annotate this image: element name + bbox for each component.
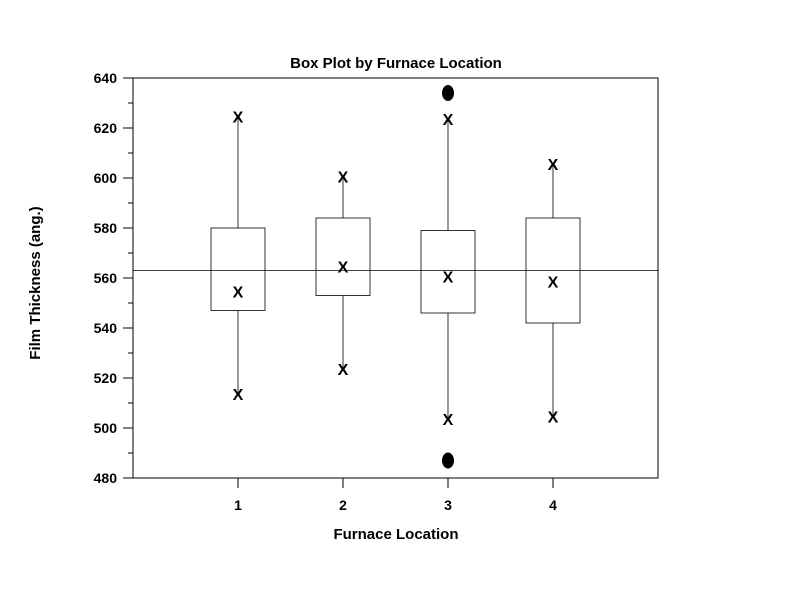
box-iqr: [420, 230, 476, 314]
x-tick-label: 1: [234, 497, 242, 513]
max-marker: X: [548, 157, 559, 174]
median-marker: X: [233, 285, 244, 302]
y-tick-label: 640: [94, 70, 118, 86]
y-axis: 480 500 520 540 560 580 600 620 640: [94, 70, 133, 486]
median-marker: X: [548, 275, 559, 292]
box-iqr: [315, 217, 371, 296]
box-group: X X X: [210, 110, 266, 404]
chart-title: Box Plot by Furnace Location: [290, 55, 502, 72]
box-iqr: [210, 227, 266, 311]
x-tick-label: 2: [339, 497, 347, 513]
max-marker: X: [443, 112, 454, 129]
min-marker: X: [233, 387, 244, 404]
min-marker: X: [443, 412, 454, 429]
y-tick-label: 600: [94, 170, 118, 186]
min-marker: X: [548, 410, 559, 427]
max-marker: X: [233, 110, 244, 127]
outlier-point: [442, 85, 454, 101]
median-marker: X: [443, 270, 454, 287]
max-marker: X: [338, 170, 349, 187]
y-tick-label: 620: [94, 120, 118, 136]
y-tick-label: 580: [94, 220, 118, 236]
box-iqr: [525, 217, 581, 324]
y-axis-label: Film Thickness (ang.): [27, 206, 44, 359]
x-axis: 1 2 3 4: [234, 478, 557, 513]
y-tick-label: 480: [94, 470, 118, 486]
x-tick-label: 4: [549, 497, 557, 513]
y-tick-label: 500: [94, 420, 118, 436]
box-group: X X X: [420, 85, 476, 469]
box-group: X X X: [525, 157, 581, 427]
median-marker: X: [338, 260, 349, 277]
y-tick-label: 540: [94, 320, 118, 336]
x-tick-label: 3: [444, 497, 452, 513]
boxes-group: X X X X X X X X X X X X: [210, 85, 581, 469]
plot-area-frame: [132, 77, 659, 479]
y-tick-label: 560: [94, 270, 118, 286]
x-axis-label: Furnace Location: [333, 526, 458, 543]
min-marker: X: [338, 362, 349, 379]
y-tick-label: 520: [94, 370, 118, 386]
box-group: X X X: [315, 170, 371, 379]
outlier-point: [442, 452, 454, 469]
